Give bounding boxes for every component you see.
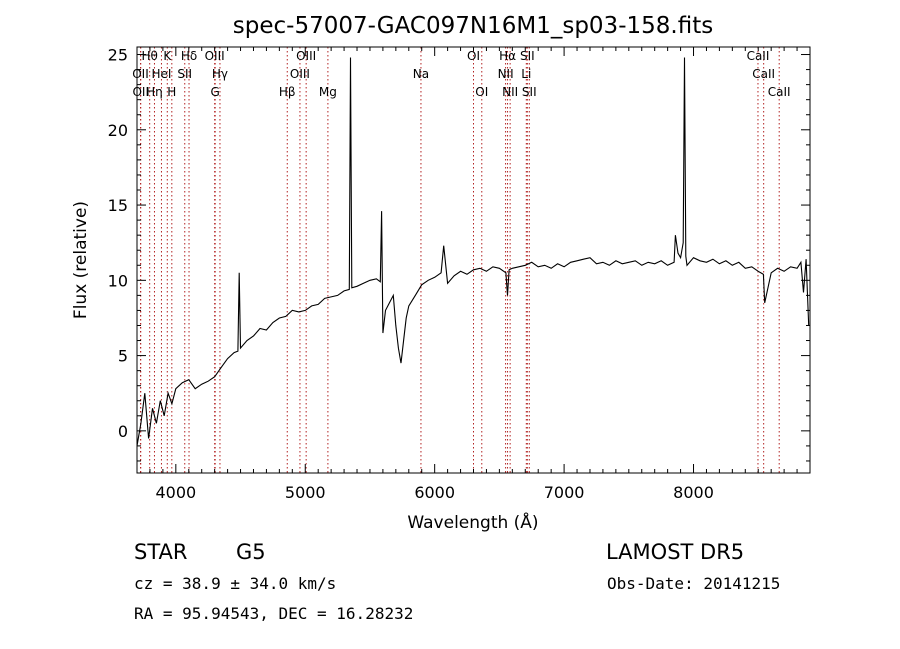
y-tick-label: 10 <box>108 271 128 290</box>
object-class: STAR <box>134 540 188 564</box>
x-tick-label: 6000 <box>414 483 455 502</box>
y-tick-label: 15 <box>108 196 128 215</box>
line-label: NII <box>502 85 518 99</box>
y-axis-label: Flux (relative) <box>71 201 91 319</box>
x-tick-label: 4000 <box>155 483 196 502</box>
redshift-text: cz = 38.9 ± 34.0 km/s <box>134 574 337 593</box>
line-label: Na <box>413 67 429 81</box>
x-axis-label: Wavelength (Å) <box>407 511 538 533</box>
y-tick-label: 20 <box>108 121 128 140</box>
line-label: Hβ <box>279 85 296 99</box>
y-tick-label: 0 <box>118 422 128 441</box>
x-axis: 4000 5000 6000 7000 8000 <box>136 47 811 502</box>
line-label: Mg <box>319 85 337 99</box>
line-label: SII <box>177 67 192 81</box>
line-markers <box>139 47 780 473</box>
line-label: OIII <box>290 67 310 81</box>
line-label: SII <box>522 85 537 99</box>
x-tick-label: 8000 <box>673 483 714 502</box>
line-label: K <box>163 49 172 63</box>
line-label: CaII <box>752 67 775 81</box>
obs-date: Obs-Date: 20141215 <box>607 574 781 593</box>
line-label: SII <box>520 49 535 63</box>
line-label: OI <box>475 85 488 99</box>
chart-title: spec-57007-GAC097N16M1_sp03-158.fits <box>233 13 713 39</box>
line-label: OIII <box>296 49 316 63</box>
line-label: G <box>211 85 220 99</box>
y-axis: 0 5 10 15 20 25 <box>108 46 810 462</box>
x-tick-label: 7000 <box>544 483 585 502</box>
line-label: Hθ <box>141 49 157 63</box>
line-label: Hγ <box>212 67 228 81</box>
coordinates: RA = 95.94543, DEC = 16.28232 <box>134 604 414 623</box>
line-label: Li <box>521 67 531 81</box>
line-label: Hα <box>499 49 516 63</box>
line-label: OII <box>132 85 149 99</box>
line-label: OI <box>467 49 480 63</box>
line-label: HeI <box>151 67 171 81</box>
spectrum-line <box>136 57 810 446</box>
line-label: Hδ <box>181 49 197 63</box>
y-tick-label: 5 <box>118 347 128 366</box>
line-label: H <box>167 85 176 99</box>
line-label: Hη <box>146 85 163 99</box>
y-tick-label: 25 <box>108 46 128 65</box>
x-tick-label: 5000 <box>285 483 326 502</box>
line-label: CaII <box>768 85 791 99</box>
line-label: OII <box>132 67 149 81</box>
line-label: OIII <box>205 49 225 63</box>
survey-name: LAMOST DR5 <box>606 540 745 564</box>
line-label: NII <box>498 67 514 81</box>
subclass: G5 <box>236 540 266 564</box>
line-label: CaII <box>747 49 770 63</box>
